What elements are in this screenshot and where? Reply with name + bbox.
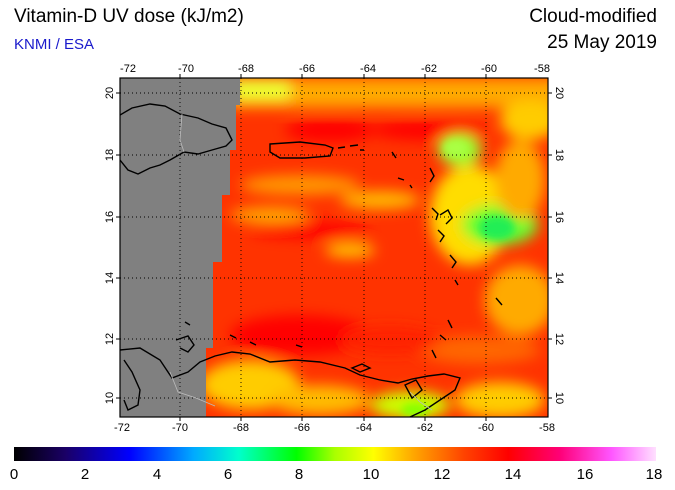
lat-label: 16 [104,211,116,223]
lat-label: 10 [553,392,565,404]
map-title: Vitamin-D UV dose (kJ/m2) [14,6,244,27]
lon-label: -64 [356,422,372,434]
hispaniola-coast [120,103,233,175]
lon-label: -58 [534,63,550,75]
lon-label: -62 [421,63,437,75]
credit-label: KNMI / ESA [14,36,95,53]
lat-label: 12 [104,333,116,345]
lat-label: 20 [553,87,565,99]
lon-label: -66 [299,63,315,75]
lon-label: -58 [539,422,555,434]
lat-label: 10 [104,392,116,404]
lat-label: 14 [104,272,116,284]
colorbar-label: 10 [362,466,380,483]
lon-label: -72 [120,63,136,75]
axis-ticks [116,74,552,421]
plot-frame [119,77,549,418]
colorbar-label: 2 [80,466,90,483]
lesser-antilles [391,151,503,359]
lon-label: -68 [233,422,249,434]
lon-label: -66 [294,422,310,434]
colorbar-label: 12 [433,466,451,483]
lon-label: -62 [417,422,433,434]
colorbar-label: 16 [576,466,594,483]
grid [120,78,548,417]
no-data-area [120,78,240,417]
lon-label: -64 [360,63,376,75]
virgin-islands [337,144,364,151]
lat-label: 12 [553,333,565,345]
date-label: 25 May 2019 [547,32,657,53]
lat-label: 14 [553,272,565,284]
colorbar [14,447,656,461]
paraguana [175,335,195,353]
south-america-coast [120,347,461,417]
lat-labels-right: 10 12 14 16 18 20 [553,87,565,404]
lon-label: -60 [478,422,494,434]
lon-label: -72 [114,422,130,434]
lon-label: -70 [172,422,188,434]
lat-label: 16 [553,211,565,223]
lat-label: 20 [104,87,116,99]
coastlines [120,103,503,417]
colorbar-label: 18 [645,466,663,483]
colorbar-label: 0 [9,466,19,483]
mode-label: Cloud-modified [529,6,657,27]
lon-labels-bottom: -72 -70 -68 -66 -64 -62 -60 -58 [114,422,555,434]
lake-maracaibo [123,359,141,411]
uv-field [120,78,548,417]
puerto-rico-coast [269,141,334,159]
lat-label: 18 [104,149,116,161]
colorbar-label: 8 [294,466,304,483]
lat-label: 18 [553,149,565,161]
colorbar-label: 14 [504,466,522,483]
colorbar-label: 6 [223,466,233,483]
colorbar-label: 4 [152,466,162,483]
lon-label: -70 [178,63,194,75]
borders [169,113,433,411]
aruba-curacao [184,321,303,348]
lat-labels-left: 10 12 14 16 18 20 [104,87,116,404]
lon-labels-top: -72 -70 -68 -66 -64 -62 -60 -58 [120,63,550,75]
lon-label: -60 [481,63,497,75]
lon-label: -68 [238,63,254,75]
margarita [350,363,372,373]
trinidad [404,379,423,400]
